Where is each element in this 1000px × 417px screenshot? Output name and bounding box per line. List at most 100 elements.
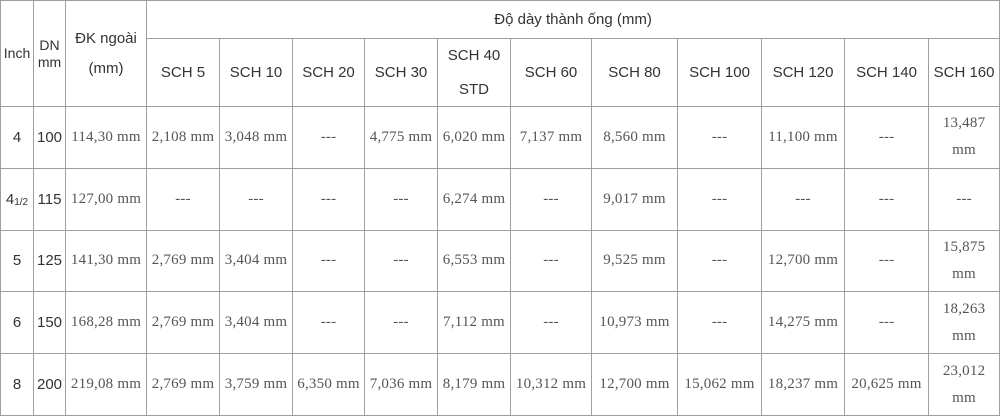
- cell-sch60: 10,312 mm: [510, 353, 592, 416]
- cell-sch30-value: 7,036 mm: [369, 376, 433, 393]
- cell-sch10: 3,404 mm: [219, 229, 293, 293]
- cell-sch20-value: ---: [320, 252, 337, 269]
- cell-sch120-value: 11,100 mm: [768, 128, 838, 145]
- cell-sch20: ---: [292, 229, 365, 293]
- cell-od-value: 219,08 mm: [70, 376, 142, 393]
- cell-sch140-value: ---: [878, 252, 895, 269]
- cell-sch140: ---: [844, 291, 929, 355]
- cell-sch30: ---: [364, 291, 438, 355]
- cell-inch: 41/2: [0, 167, 34, 231]
- header-wall-thickness-group: Độ dày thành ống (mm): [145, 0, 1000, 39]
- cell-sch120: 18,237 mm: [761, 353, 845, 416]
- header-sch80: SCH 80: [591, 38, 678, 107]
- cell-sch160: 18,263 mm: [927, 291, 1000, 355]
- cell-sch120-value: 12,700 mm: [767, 252, 839, 269]
- cell-sch60: 7,137 mm: [510, 106, 592, 169]
- cell-sch10: 3,759 mm: [219, 353, 293, 416]
- table-body: 4 100 114,30 mm 2,108 mm 3,048 mm --- 4,775 mm…: [0, 106, 1000, 416]
- cell-sch140-value: ---: [878, 190, 895, 207]
- cell-sch5: 2,769 mm: [146, 229, 220, 293]
- cell-sch10-value: 3,404 mm: [224, 314, 288, 331]
- cell-sch40-value: 6,020 mm: [442, 128, 506, 145]
- cell-inch-value: 6: [12, 314, 22, 332]
- cell-sch10-value: 3,404 mm: [224, 252, 288, 269]
- cell-sch10: 3,404 mm: [219, 291, 293, 355]
- cell-sch80: 9,017 mm: [591, 167, 678, 231]
- cell-inch: 8: [0, 353, 34, 416]
- cell-sch40-value: 7,112 mm: [443, 314, 505, 331]
- cell-sch100: 15,062 mm: [677, 353, 762, 416]
- cell-sch40: 8,179 mm: [437, 353, 511, 416]
- cell-sch120-value: ---: [795, 190, 811, 207]
- header-sch140: SCH 140: [844, 38, 929, 107]
- cell-sch30-value: ---: [393, 252, 409, 269]
- table-row: 4 100 114,30 mm 2,108 mm 3,048 mm --- 4,775 mm…: [0, 106, 1000, 169]
- cell-sch5: 2,769 mm: [146, 291, 220, 355]
- cell-sch40-value: 6,274 mm: [442, 190, 506, 207]
- cell-sch60: ---: [510, 291, 592, 355]
- header-inch-label: Inch: [3, 45, 31, 61]
- cell-sch120: ---: [761, 167, 845, 231]
- cell-sch120-value: 18,237 mm: [767, 376, 839, 393]
- cell-sch30: 4,775 mm: [364, 106, 438, 169]
- cell-sch10-value: ---: [248, 190, 264, 207]
- cell-sch5-value: 2,769 mm: [151, 376, 215, 393]
- header-sch20: SCH 20: [292, 38, 365, 107]
- cell-od: 127,00 mm: [65, 167, 147, 231]
- cell-inch: 4: [0, 106, 34, 169]
- cell-sch80: 12,700 mm: [591, 353, 678, 416]
- cell-sch100: ---: [677, 229, 762, 293]
- cell-sch60-value: ---: [543, 190, 559, 207]
- cell-sch100-value: ---: [711, 252, 728, 269]
- cell-sch20-value: ---: [320, 190, 337, 207]
- cell-sch20-value: ---: [320, 314, 337, 331]
- cell-od: 168,28 mm: [65, 291, 147, 355]
- cell-sch80-value: 8,560 mm: [603, 128, 666, 145]
- cell-sch40: 7,112 mm: [437, 291, 511, 355]
- cell-sch140: 20,625 mm: [844, 353, 929, 416]
- header-od-label: ĐK ngoài: [75, 29, 137, 47]
- cell-sch10-value: 3,048 mm: [224, 128, 288, 145]
- cell-sch120: 12,700 mm: [761, 229, 845, 293]
- cell-inch-fraction: 1/2: [14, 196, 29, 208]
- header-sch30: SCH 30: [364, 38, 438, 107]
- cell-sch30: ---: [364, 229, 438, 293]
- header-dn-unit: mm: [37, 53, 62, 70]
- cell-inch-value: 8: [12, 376, 22, 394]
- cell-od: 141,30 mm: [65, 229, 147, 293]
- header-dn-label: DN: [39, 36, 60, 53]
- header-sch40-label: SCH 40: [447, 46, 501, 64]
- cell-sch40: 6,553 mm: [437, 229, 511, 293]
- cell-sch60-value: ---: [543, 314, 559, 331]
- cell-sch140-value: ---: [878, 314, 895, 331]
- cell-sch160: 15,875 mm: [927, 229, 1000, 293]
- header-outer-diameter: ĐK ngoài (mm): [65, 0, 147, 107]
- cell-sch5: 2,108 mm: [146, 106, 220, 169]
- cell-sch100: ---: [677, 167, 762, 231]
- cell-sch5: ---: [146, 167, 220, 231]
- cell-sch80-value: 9,525 mm: [603, 252, 666, 269]
- header-group-label: Độ dày thành ống (mm): [494, 10, 652, 28]
- cell-sch60-value: ---: [543, 252, 559, 269]
- cell-sch30: 7,036 mm: [364, 353, 438, 416]
- cell-sch80-value: 10,973 mm: [599, 314, 670, 331]
- cell-od-value: 127,00 mm: [70, 190, 142, 207]
- cell-sch140: ---: [844, 106, 929, 169]
- cell-dn: 115: [33, 167, 66, 231]
- cell-sch120-value: 14,275 mm: [767, 314, 839, 331]
- cell-sch40-value: 8,179 mm: [442, 376, 506, 393]
- cell-sch160-value: 18,263 mm: [942, 300, 986, 344]
- cell-dn: 100: [33, 106, 66, 169]
- cell-od-value: 114,30 mm: [71, 128, 141, 145]
- cell-sch20: ---: [292, 106, 365, 169]
- cell-sch80: 10,973 mm: [591, 291, 678, 355]
- cell-sch20: ---: [292, 167, 365, 231]
- cell-inch-value: 5: [12, 252, 22, 270]
- cell-sch160: ---: [927, 167, 1000, 231]
- cell-dn: 150: [33, 291, 66, 355]
- cell-inch: 5: [0, 229, 34, 293]
- cell-sch30-value: 4,775 mm: [369, 128, 433, 145]
- cell-sch60-value: 7,137 mm: [519, 128, 583, 145]
- cell-sch160: 23,012 mm: [927, 353, 1000, 416]
